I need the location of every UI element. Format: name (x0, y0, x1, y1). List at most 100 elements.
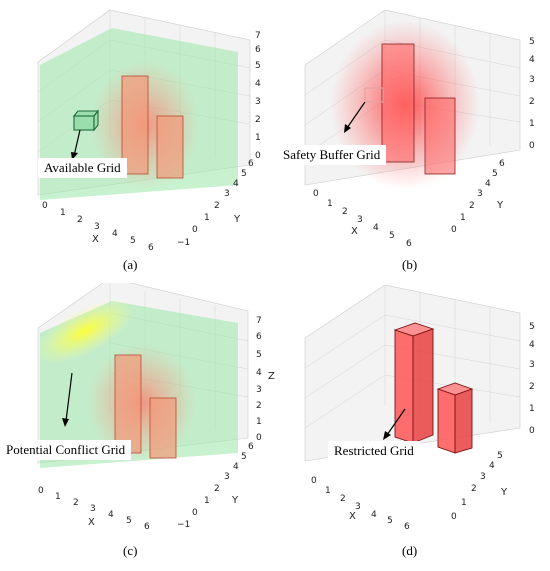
x-axis-label: X (92, 234, 99, 245)
y-axis-ticks: 01 23 45 (451, 451, 503, 522)
svg-text:2: 2 (342, 207, 348, 217)
svg-text:1: 1 (204, 213, 210, 223)
svg-text:4: 4 (371, 510, 377, 520)
svg-text:6: 6 (406, 239, 412, 249)
svg-text:3: 3 (224, 189, 230, 199)
svg-text:4: 4 (373, 223, 379, 233)
svg-text:1: 1 (461, 498, 467, 508)
svg-text:0: 0 (313, 189, 319, 199)
buffer-cell (364, 87, 384, 103)
plot-c: 01 23 45 67 Z 01 23 45 6 X −10 12 34 56 … (35, 277, 275, 532)
obstacle-boxes (114, 354, 177, 459)
obstacle-tall (381, 43, 415, 163)
svg-text:2: 2 (469, 201, 475, 211)
y-axis-label: Y (233, 214, 241, 225)
y-axis-label: Y (500, 487, 508, 498)
y-axis-ticks: 01 23 45 6 (451, 159, 505, 235)
svg-text:6: 6 (499, 159, 505, 169)
svg-text:4: 4 (112, 229, 118, 239)
svg-text:7: 7 (255, 31, 261, 41)
svg-text:4: 4 (489, 461, 495, 471)
obstacle-boxes (121, 75, 184, 179)
caption-b: (b) (402, 257, 418, 272)
svg-text:6: 6 (248, 159, 254, 169)
svg-text:2: 2 (214, 201, 220, 211)
y-axis-ticks: −10 12 34 56 (177, 442, 254, 530)
svg-text:5: 5 (529, 322, 535, 332)
svg-text:3: 3 (477, 189, 483, 199)
svg-text:0: 0 (42, 201, 48, 211)
svg-text:2: 2 (340, 494, 346, 504)
svg-text:0: 0 (38, 486, 44, 496)
svg-text:3: 3 (256, 385, 262, 395)
svg-text:1: 1 (60, 208, 66, 218)
svg-text:7: 7 (256, 316, 262, 326)
z-axis-ticks: 0 1 2 3 4 5 (529, 322, 535, 436)
callout-arrow (73, 129, 81, 157)
svg-text:2: 2 (214, 484, 220, 494)
svg-text:2: 2 (529, 382, 535, 392)
available-cell (72, 109, 100, 132)
obstacle-boxes (381, 43, 456, 175)
svg-text:2: 2 (471, 484, 477, 494)
svg-text:0: 0 (451, 225, 457, 235)
z-axis-ticks: 0 1 2 3 4 5 6 7 (256, 316, 262, 443)
x-axis-label: X (351, 226, 358, 237)
svg-text:5: 5 (492, 169, 498, 179)
callout-arrow (346, 101, 366, 129)
svg-text:3: 3 (529, 360, 535, 370)
svg-text:5: 5 (529, 37, 535, 47)
svg-text:2: 2 (73, 498, 79, 508)
svg-text:3: 3 (94, 222, 100, 232)
svg-text:1: 1 (460, 213, 466, 223)
svg-text:5: 5 (389, 231, 395, 241)
svg-text:1: 1 (255, 133, 261, 143)
svg-text:4: 4 (233, 179, 239, 189)
callout-restricted-grid: Restricted Grid (328, 441, 420, 461)
arrow-head (62, 418, 69, 427)
z-axis-label: Z (268, 371, 275, 382)
z-axis-ticks: 0 1 2 3 4 5 6 7 (255, 31, 261, 161)
svg-text:0: 0 (451, 512, 457, 522)
svg-text:1: 1 (55, 492, 61, 502)
svg-text:5: 5 (241, 452, 247, 462)
callout-arrow (386, 408, 406, 436)
y-axis-label: Y (496, 200, 504, 211)
svg-text:2: 2 (77, 215, 83, 225)
svg-text:5: 5 (497, 451, 503, 461)
svg-text:3: 3 (255, 97, 261, 107)
obstacle-tall (121, 75, 149, 175)
callout-safety-buffer-grid: Safety Buffer Grid (277, 145, 387, 165)
x-axis-ticks: 01 23 45 6 (311, 476, 410, 532)
x-axis-label: X (349, 511, 356, 522)
svg-text:1: 1 (325, 486, 331, 496)
svg-text:1: 1 (204, 496, 210, 506)
svg-text:−1: −1 (177, 520, 190, 530)
caption-d: (d) (402, 543, 418, 558)
svg-text:5: 5 (256, 350, 262, 360)
svg-text:4: 4 (256, 368, 262, 378)
svg-text:1: 1 (529, 404, 535, 414)
obstacle-short (156, 115, 184, 179)
caption-a: (a) (123, 257, 138, 272)
obstacle-short (424, 97, 456, 175)
svg-text:0: 0 (529, 426, 535, 436)
svg-text:3: 3 (357, 215, 363, 225)
svg-text:4: 4 (108, 510, 114, 520)
conflict-zone (35, 298, 135, 364)
svg-text:5: 5 (255, 61, 261, 71)
svg-text:1: 1 (327, 199, 333, 209)
svg-text:0: 0 (256, 433, 262, 443)
svg-text:0: 0 (529, 141, 535, 151)
svg-text:2: 2 (529, 97, 535, 107)
caption-c: (c) (123, 543, 138, 558)
svg-text:6: 6 (255, 45, 261, 55)
svg-text:6: 6 (256, 332, 262, 342)
obstacle-boxes (393, 322, 474, 454)
svg-text:0: 0 (255, 151, 261, 161)
x-axis-ticks: 01 23 45 6 (42, 201, 154, 253)
svg-text:1: 1 (256, 417, 262, 427)
